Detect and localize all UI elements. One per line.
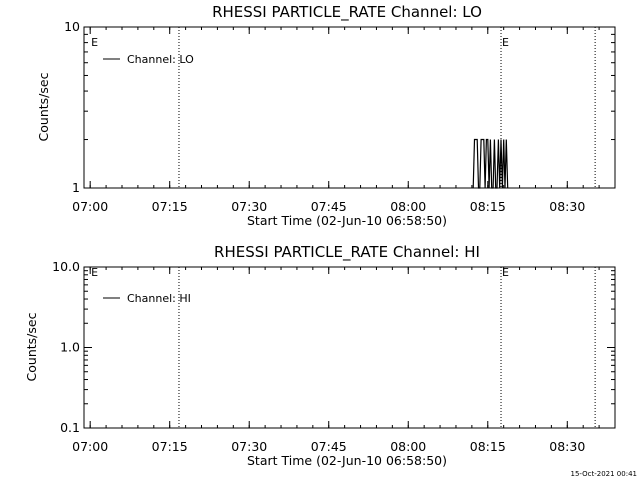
y-tick-label: 0.1 <box>60 420 80 435</box>
plot-frame <box>83 26 616 189</box>
x-axis-label-hi: Start Time (02-Jun-10 06:58:50) <box>247 453 447 468</box>
lo-channel-panel: RHESSI PARTICLE_RATE Channel: LO Start T… <box>36 3 616 228</box>
event-marker: E <box>502 36 509 49</box>
legend-label-hi: Channel: HI <box>127 292 191 305</box>
x-tick-label: 07:30 <box>231 199 267 214</box>
chart-title-hi: RHESSI PARTICLE_RATE Channel: HI <box>214 243 480 262</box>
y-tick-label: 10 <box>64 19 80 34</box>
x-axis-label-lo: Start Time (02-Jun-10 06:58:50) <box>247 213 447 228</box>
x-tick-label: 07:45 <box>311 199 347 214</box>
x-tick-label: 08:30 <box>549 199 585 214</box>
x-tick-label: 08:15 <box>470 439 506 454</box>
x-tick-label: 08:15 <box>470 199 506 214</box>
generation-timestamp: 15-Oct-2021 00:41 <box>571 470 637 478</box>
series-line <box>472 138 509 189</box>
x-tick-label: 08:30 <box>549 439 585 454</box>
hi-channel-panel: RHESSI PARTICLE_RATE Channel: HI Start T… <box>24 243 616 468</box>
y-tick-label: 10.0 <box>52 259 80 274</box>
y-axis-label-lo: Counts/sec <box>36 72 51 141</box>
legend-label-lo: Channel: LO <box>127 53 194 66</box>
x-tick-label: 07:00 <box>72 199 108 214</box>
x-tick-label: 08:00 <box>390 199 426 214</box>
x-tick-label: 07:30 <box>231 439 267 454</box>
y-tick-label: 1 <box>72 180 80 195</box>
x-tick-label: 07:00 <box>72 439 108 454</box>
chart-title-lo: RHESSI PARTICLE_RATE Channel: LO <box>212 3 482 22</box>
x-tick-label: 07:15 <box>152 439 188 454</box>
event-marker: E <box>91 266 98 279</box>
y-axis-label-hi: Counts/sec <box>24 312 39 381</box>
x-tick-label: 08:00 <box>390 439 426 454</box>
x-tick-label: 07:45 <box>311 439 347 454</box>
x-tick-label: 07:15 <box>152 199 188 214</box>
y-tick-label: 1.0 <box>60 340 80 355</box>
event-marker: E <box>502 266 509 279</box>
event-marker: E <box>91 36 98 49</box>
